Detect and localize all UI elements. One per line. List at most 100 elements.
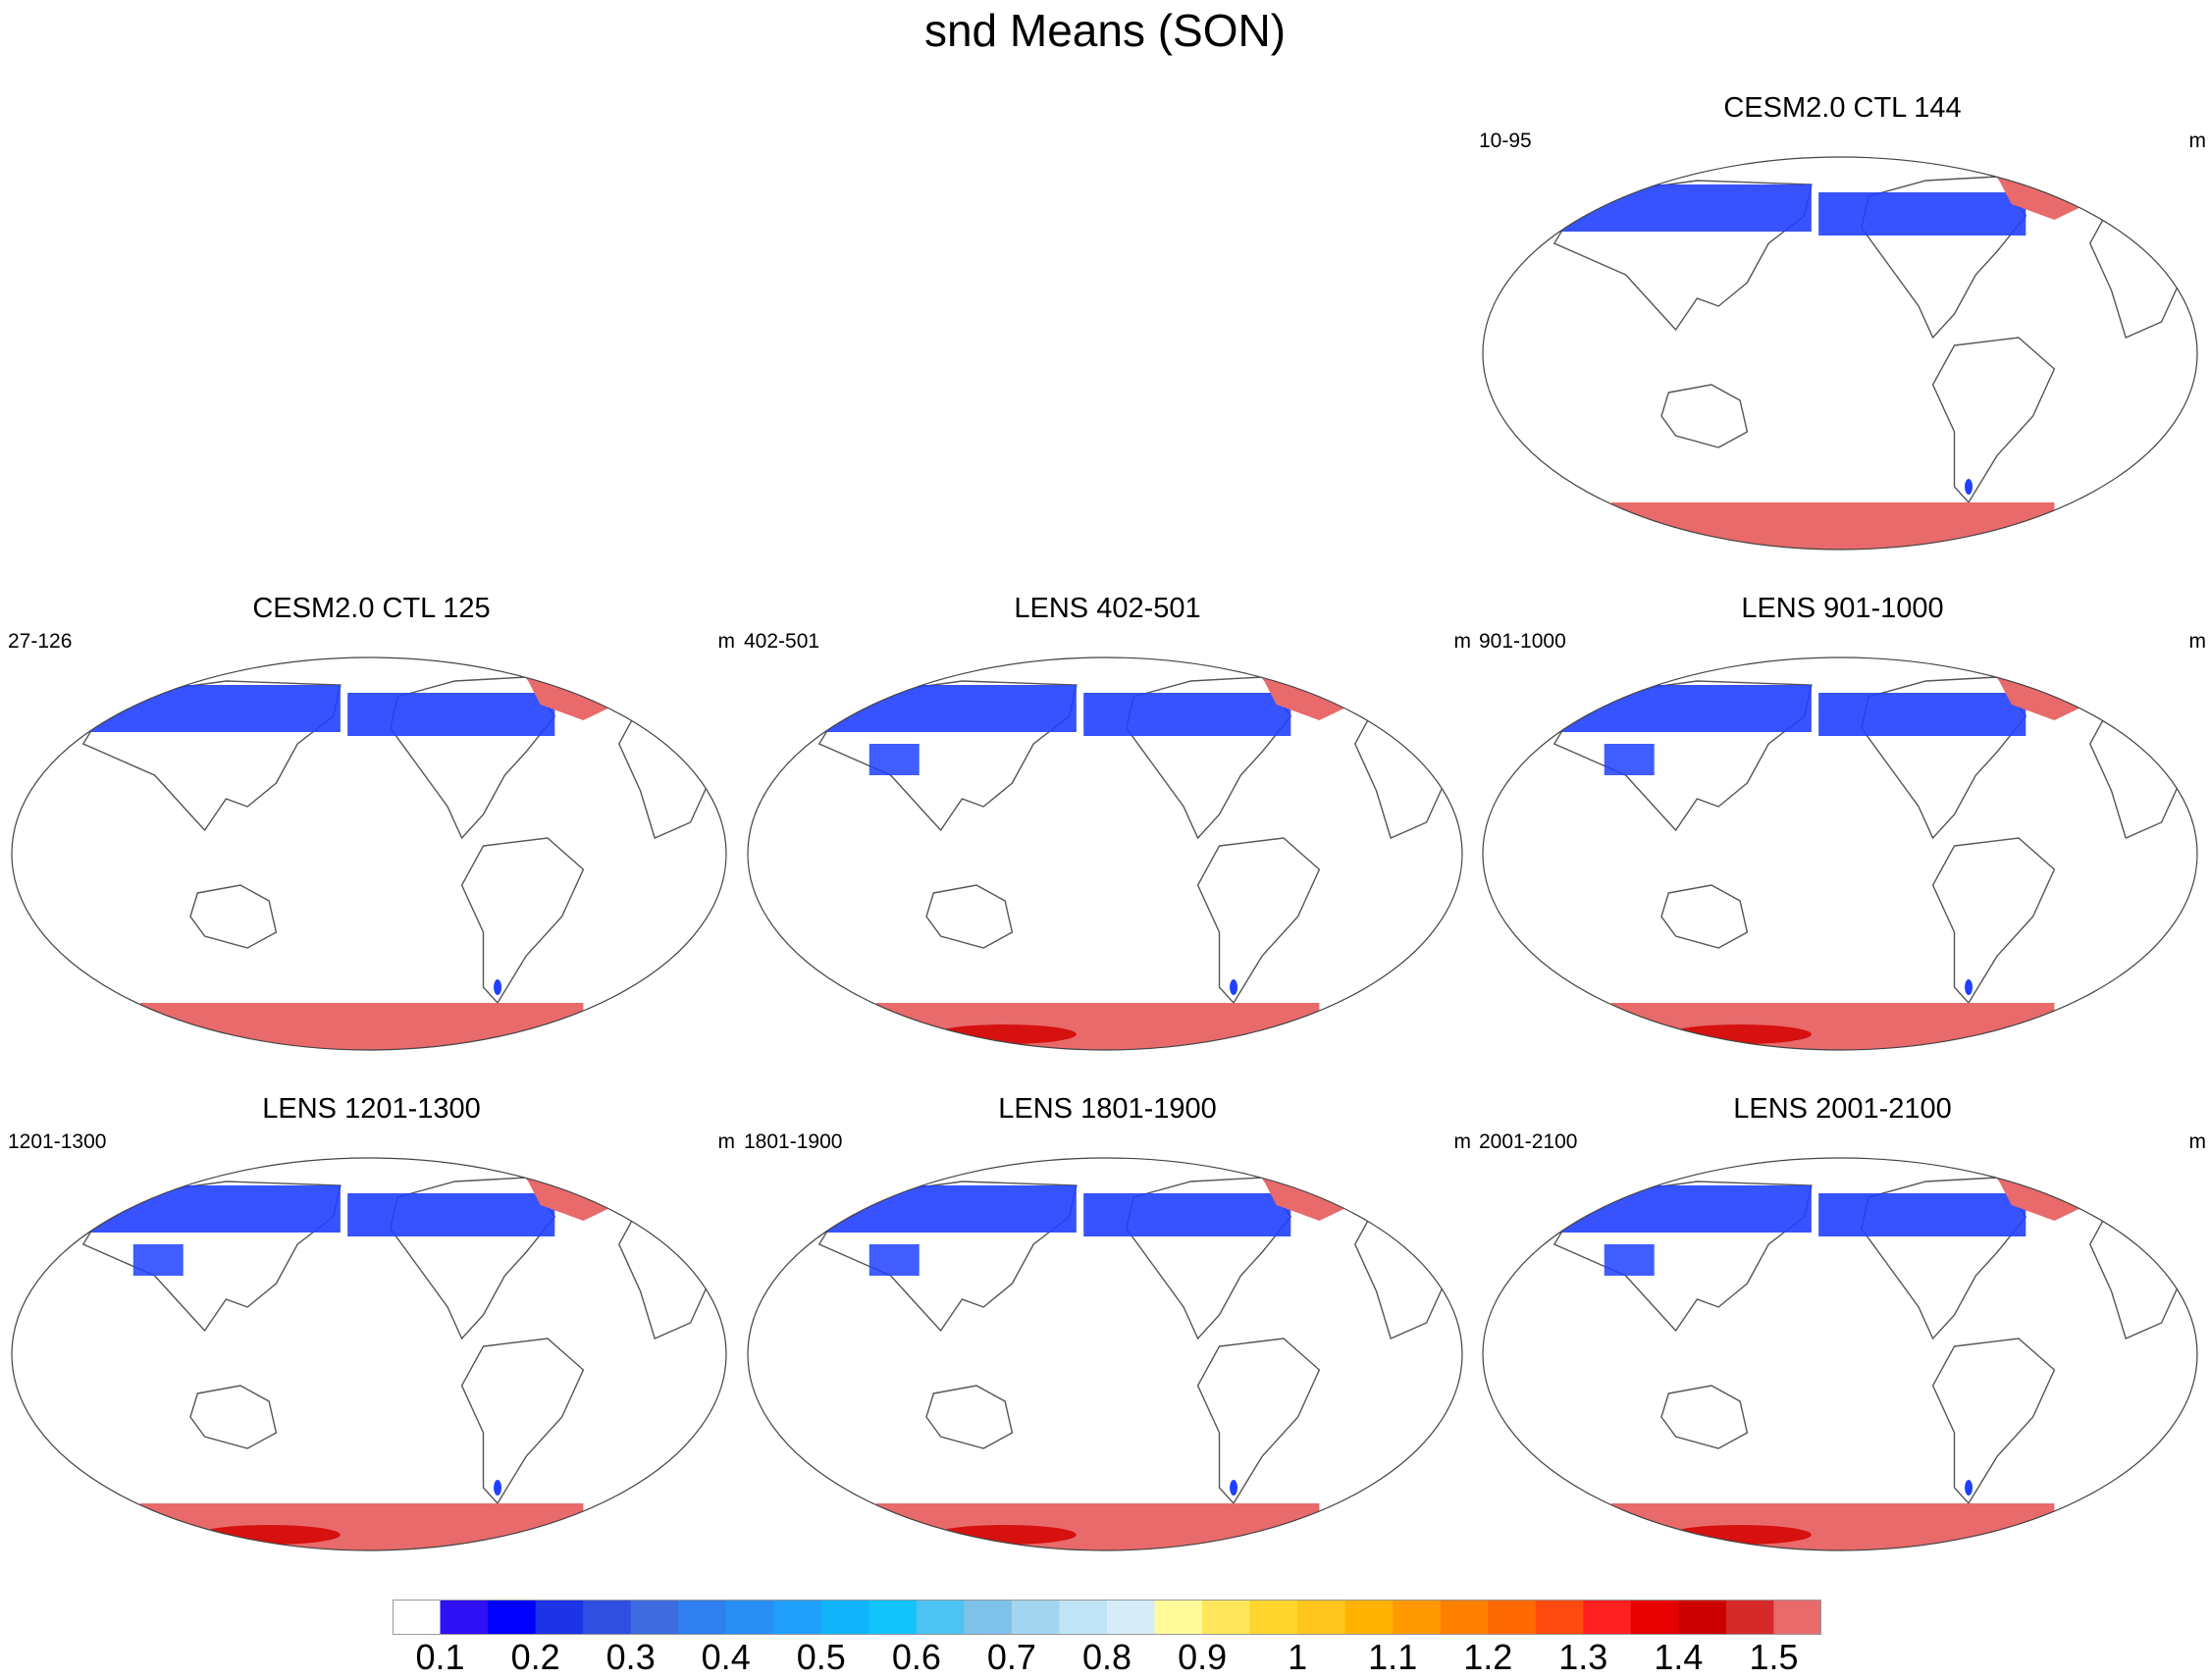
colorbar-tick-label: 1.4 (1654, 1637, 1704, 1677)
panel-title: LENS 901-1000 (1741, 593, 1944, 624)
colorbar-tick-label: 0.5 (796, 1637, 846, 1677)
snow-tibet (1604, 1244, 1655, 1276)
panel-units: m (2188, 1130, 2207, 1153)
snow-andes (1965, 479, 1973, 495)
coastline (1660, 1385, 1749, 1449)
map-layer (748, 1158, 1462, 1550)
panel-units: m (2188, 130, 2207, 152)
map-border (11, 656, 727, 1051)
coastline (1931, 1338, 2056, 1505)
colorbar-swatch (1154, 1600, 1203, 1635)
snow-eurasia (818, 685, 1077, 732)
panel-period: 402-501 (744, 630, 820, 653)
colorbar-swatch (1059, 1600, 1108, 1635)
colorbar-swatch (1488, 1600, 1537, 1635)
colorbar-swatch (1011, 1600, 1060, 1635)
colorbar-tick-label: 0.3 (605, 1637, 656, 1677)
colorbar-swatch (1678, 1600, 1727, 1635)
coastline (1126, 1177, 1292, 1340)
snow-antarctica (876, 1003, 1320, 1050)
map-layer (12, 1158, 726, 1550)
colorbar-tick-label: 1 (1288, 1637, 1308, 1677)
colorbar-swatch (1107, 1600, 1156, 1635)
snow-north-america (1818, 192, 2026, 236)
snow-north-america (1818, 1193, 2026, 1236)
map-svg (11, 656, 727, 1051)
snow-tibet (132, 1244, 184, 1276)
colorbar-swatch (1249, 1600, 1298, 1635)
colorbar-swatch (1535, 1600, 1584, 1635)
panel-period: 1801-1900 (744, 1130, 843, 1153)
coastline (460, 837, 585, 1005)
colorbar-tick-label: 0.4 (701, 1637, 751, 1677)
colorbar-swatch (393, 1600, 442, 1635)
snow-antarctica (140, 1003, 584, 1050)
figure-title: snd Means (SON) (923, 5, 1287, 56)
map-panel: LENS 402-501 402-501 m (742, 593, 1473, 1054)
colorbar-tick-label: 0.1 (415, 1637, 465, 1677)
snow-tibet (1604, 744, 1655, 775)
snow-tibet (868, 744, 920, 775)
snow-andes (1965, 1480, 1973, 1496)
colorbar-tick-label: 0.8 (1081, 1637, 1132, 1677)
coastline (925, 1385, 1014, 1449)
ocean (748, 1158, 1462, 1550)
map-border (1482, 156, 2198, 551)
ocean (1483, 1158, 2197, 1550)
snow-antarctica-max (933, 1525, 1077, 1545)
map-layer (12, 657, 726, 1050)
coastline (1196, 837, 1321, 1005)
panel-title: LENS 1201-1300 (262, 1093, 481, 1125)
colorbar-swatch (820, 1600, 869, 1635)
panel-units: m (1453, 630, 1472, 653)
map-border (747, 1157, 1463, 1551)
colorbar-swatch (1725, 1600, 1774, 1635)
colorbar-swatch (1440, 1600, 1489, 1635)
map-svg (1482, 156, 2198, 551)
snow-andes (494, 1480, 502, 1496)
coastline (1861, 676, 2027, 840)
snow-eurasia (1553, 685, 1812, 732)
colorbar-frame (393, 1600, 1821, 1635)
map-border (1482, 656, 2198, 1051)
snow-tibet (868, 1244, 920, 1276)
coastline (1126, 676, 1292, 840)
coastline (189, 884, 278, 949)
colorbar-swatch (964, 1600, 1013, 1635)
coastline (925, 884, 1014, 949)
ocean (748, 657, 1462, 1050)
panel-units: m (2188, 630, 2207, 653)
panel-period: 1201-1300 (8, 1130, 107, 1153)
panel-units: m (717, 1130, 736, 1153)
colorbar-tick-label: 0.2 (510, 1637, 560, 1677)
map-panel: LENS 2001-2100 2001-2100 m (1477, 1093, 2208, 1554)
coastline (1861, 1177, 2027, 1340)
snow-antarctica-max (197, 1525, 341, 1545)
colorbar-swatch (1773, 1600, 1821, 1635)
coastline (1660, 884, 1749, 949)
colorbar-swatch (773, 1600, 822, 1635)
map-svg (747, 1157, 1463, 1551)
coastline (189, 1385, 278, 1449)
snow-eurasia (818, 1185, 1077, 1233)
panel-title: LENS 402-501 (1014, 593, 1201, 624)
coastline (1931, 837, 2056, 1005)
colorbar-tick-label: 1.2 (1463, 1637, 1513, 1677)
coastline (1196, 1338, 1321, 1505)
ocean (1483, 157, 2197, 550)
colorbar-swatch (583, 1600, 632, 1635)
map-layer (1483, 157, 2197, 550)
map-layer (1483, 657, 2197, 1050)
snow-eurasia (1553, 184, 1812, 232)
map-svg (11, 1157, 727, 1551)
colorbar-swatch (1297, 1600, 1346, 1635)
snow-antarctica (1611, 1503, 2055, 1550)
snow-andes (1965, 979, 1973, 995)
colorbar-tick-label: 0.6 (891, 1637, 941, 1677)
map-svg (1482, 1157, 2198, 1551)
colorbar-labels: 0.1 0.2 0.3 0.4 0.5 0.6 0.7 0.8 0.9 1 1.1 1.2 1.3 1.4… (393, 1637, 1821, 1680)
colorbar (393, 1600, 1821, 1635)
colorbar-tick-label: 1.3 (1558, 1637, 1608, 1677)
snow-eurasia (82, 1185, 341, 1233)
map-layer (748, 657, 1462, 1050)
